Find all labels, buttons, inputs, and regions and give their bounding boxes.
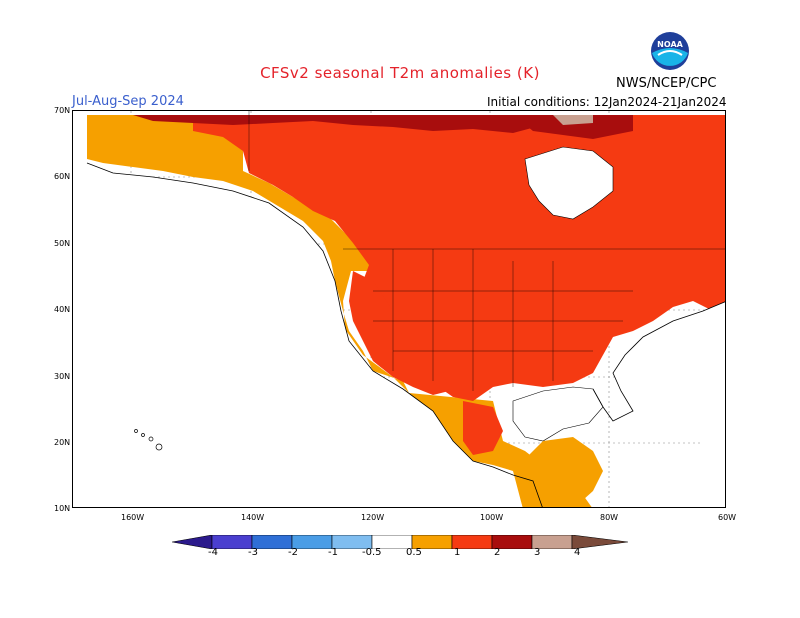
initial-conditions: Initial conditions: 12Jan2024-21Jan2024: [487, 95, 727, 109]
noaa-logo: NOAA: [651, 32, 689, 70]
noaa-logo-text: NOAA: [657, 40, 683, 49]
political-boundaries: [248, 111, 725, 391]
lon-label-140w: 140W: [241, 513, 265, 522]
lon-label-80w: 80W: [600, 513, 619, 522]
legend-label: -4: [208, 547, 218, 558]
lon-label-100w: 100W: [480, 513, 504, 522]
east-coast-outline: [592, 301, 725, 422]
legend-label: 0.5: [406, 547, 422, 558]
legend-label: -2: [288, 547, 298, 558]
anomaly-region-2-3-arctic: [513, 115, 633, 139]
legend-label: -3: [248, 547, 258, 558]
legend-label: 3: [534, 547, 541, 558]
lat-label-10n: 10N: [54, 504, 71, 513]
lat-label-50n: 50N: [54, 239, 71, 248]
map-panel: [72, 110, 726, 508]
lon-label-120w: 120W: [361, 513, 385, 522]
legend-label: 2: [494, 547, 501, 558]
legend-label: -1: [328, 547, 338, 558]
map-title: CFSv2 seasonal T2m anomalies (K): [260, 64, 540, 82]
agency-label: NWS/NCEP/CPC: [616, 76, 717, 91]
anomaly-region-1-2-southwest: [349, 271, 449, 395]
hawaii-islands: [134, 429, 163, 451]
gulf-of-mexico: [512, 386, 604, 442]
lat-label-60n: 60N: [54, 172, 71, 181]
legend-label: -0.5: [362, 547, 382, 558]
lat-label-20n: 20N: [54, 438, 71, 447]
anomaly-region-central-america: [523, 437, 603, 507]
atlantic-ocean: [613, 301, 725, 507]
anomaly-region-2-3: [133, 115, 543, 133]
lat-label-70n: 70N: [54, 106, 71, 115]
color-legend: [172, 535, 628, 549]
hudson-bay: [524, 146, 614, 220]
anomaly-region-1-2-mexico: [463, 401, 503, 455]
anomaly-map: [73, 111, 725, 507]
legend-label: 1: [454, 547, 461, 558]
north-america-outline: [86, 162, 543, 507]
legend-label: 4: [574, 547, 581, 558]
lon-label-60w: 60W: [718, 513, 737, 522]
forecast-period: Jul-Aug-Sep 2024: [72, 94, 184, 109]
lon-label-160w: 160W: [121, 513, 145, 522]
lat-label-30n: 30N: [54, 372, 71, 381]
pacific-ocean: [73, 111, 523, 507]
anomaly-region-3-4: [553, 115, 593, 125]
lat-label-40n: 40N: [54, 305, 71, 314]
